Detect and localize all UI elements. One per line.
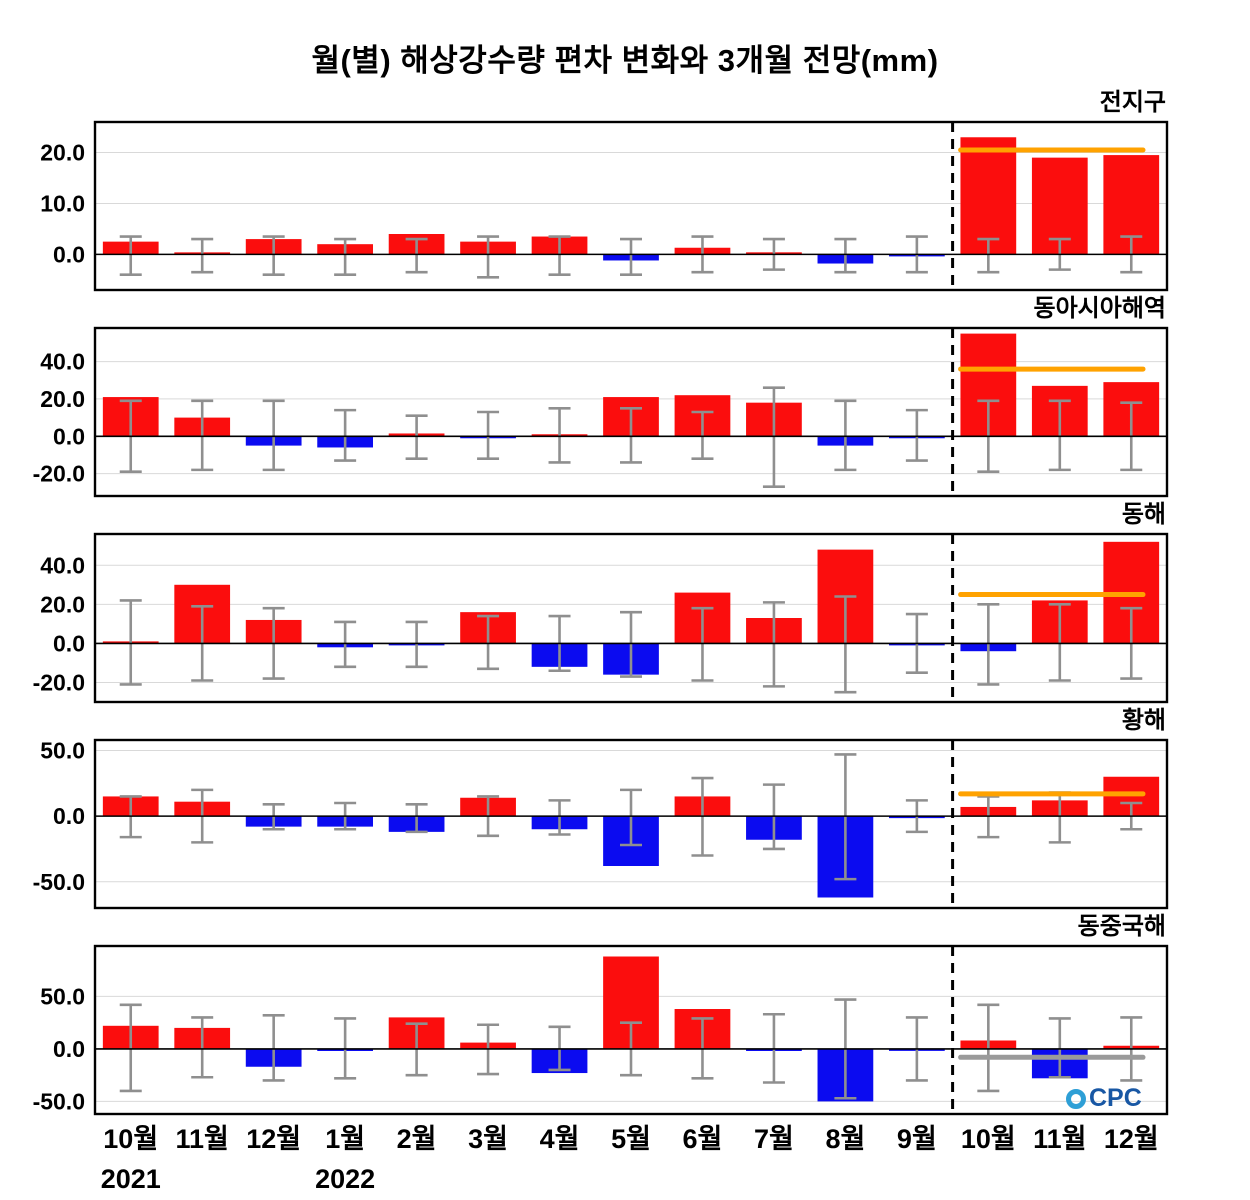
error-bar bbox=[762, 386, 785, 488]
error-bar bbox=[1048, 1017, 1071, 1079]
ocpc-logo-text: CPC bbox=[1089, 1084, 1142, 1112]
error-bar bbox=[262, 399, 285, 472]
panel-border bbox=[93, 120, 1169, 292]
y-tick-label: -20.0 bbox=[33, 669, 85, 695]
x-tick-label: 11월 bbox=[1033, 1124, 1086, 1154]
error-bar bbox=[405, 237, 428, 274]
x-tick-label: 8월 bbox=[825, 1124, 865, 1154]
panel-title-east-sea: 동해 bbox=[1121, 501, 1166, 528]
ocpc-logo-icon bbox=[1066, 1088, 1086, 1109]
error-bar bbox=[1048, 603, 1071, 682]
y-tick-label: 0.0 bbox=[53, 241, 85, 267]
panel-chart-east-asia-seas: -20.0 0.0 20.0 40.0 bbox=[33, 326, 1169, 498]
panel-title-east-asia-seas: 동아시아해역 bbox=[1033, 295, 1166, 322]
y-tick-label: 0.0 bbox=[53, 423, 85, 449]
error-bar bbox=[334, 237, 357, 277]
x-tick-label: 9월 bbox=[897, 1124, 937, 1154]
error-bar bbox=[477, 235, 500, 279]
y-tick-label: -50.0 bbox=[33, 1088, 85, 1114]
panel-chart-global: 0.0 10.0 20.0 bbox=[40, 120, 1169, 292]
error-bar bbox=[620, 237, 642, 277]
panel-title-global: 전지구 bbox=[1099, 89, 1166, 116]
chart-title: 월(별) 해상강수량 편차 변화와 3개월 전망(mm) bbox=[311, 43, 939, 78]
panel-chart-east-china-sea: -50.0 0.0 50.0 bbox=[33, 944, 1169, 1116]
year-label: 2022 bbox=[315, 1164, 375, 1194]
panel-chart-yellow-sea: -50.0 0.0 50.0 bbox=[33, 738, 1169, 910]
error-bar bbox=[977, 603, 1000, 686]
x-tick-label: 4월 bbox=[540, 1124, 580, 1154]
error-bar bbox=[119, 235, 142, 277]
x-tick-label: 3월 bbox=[468, 1124, 508, 1154]
error-bar bbox=[691, 410, 714, 460]
bar bbox=[960, 137, 1017, 255]
y-tick-label: 20.0 bbox=[40, 386, 85, 412]
error-bar bbox=[548, 799, 571, 836]
error-bar bbox=[834, 595, 857, 694]
x-tick-label: 5월 bbox=[611, 1124, 651, 1154]
y-tick-label: 0.0 bbox=[53, 630, 85, 656]
x-tick-label: 7월 bbox=[754, 1124, 794, 1154]
y-tick-label: 0.0 bbox=[53, 1036, 85, 1062]
error-bar bbox=[405, 803, 428, 834]
panel-border bbox=[93, 944, 1169, 1116]
error-bar bbox=[334, 620, 357, 669]
x-tick-label: 1월 bbox=[325, 1124, 365, 1154]
panel-border bbox=[93, 738, 1169, 910]
error-bar bbox=[119, 1003, 142, 1093]
error-bar bbox=[691, 606, 714, 682]
y-tick-label: 50.0 bbox=[40, 738, 85, 764]
error-bar bbox=[262, 1014, 285, 1082]
error-bar bbox=[548, 235, 571, 277]
x-tick-label: 12월 bbox=[246, 1124, 301, 1154]
error-bar bbox=[905, 408, 928, 462]
panel-title-yellow-sea: 황해 bbox=[1121, 707, 1166, 734]
panel-chart-east-sea: -20.0 0.0 20.0 40.0 bbox=[33, 532, 1169, 704]
y-tick-label: 20.0 bbox=[40, 140, 85, 166]
error-bar bbox=[262, 235, 285, 277]
y-tick-label: 0.0 bbox=[53, 803, 85, 829]
x-tick-label: 2월 bbox=[397, 1124, 437, 1154]
error-bar bbox=[762, 601, 785, 688]
error-bar bbox=[477, 410, 500, 460]
error-bar bbox=[834, 399, 857, 472]
y-tick-label: -20.0 bbox=[33, 461, 85, 487]
x-tick-label: 10월 bbox=[103, 1124, 158, 1154]
x-tick-label: 12월 bbox=[1104, 1124, 1159, 1154]
panel-border bbox=[93, 532, 1169, 704]
y-tick-label: -50.0 bbox=[33, 869, 85, 895]
x-tick-label: 6월 bbox=[683, 1124, 723, 1154]
y-tick-label: 10.0 bbox=[40, 190, 85, 216]
error-bar bbox=[1048, 791, 1071, 844]
panel-border bbox=[93, 326, 1169, 498]
error-bar bbox=[405, 414, 428, 460]
y-tick-label: 40.0 bbox=[40, 552, 85, 578]
error-bar bbox=[977, 237, 1000, 274]
y-tick-label: 40.0 bbox=[40, 349, 85, 375]
error-bar bbox=[119, 599, 142, 686]
year-label: 2021 bbox=[101, 1164, 161, 1194]
error-bar bbox=[191, 237, 214, 274]
error-bar bbox=[405, 620, 428, 669]
y-tick-label: 20.0 bbox=[40, 591, 85, 617]
x-tick-label: 11월 bbox=[176, 1124, 229, 1154]
error-bar bbox=[191, 1016, 214, 1079]
error-bar bbox=[977, 1003, 1000, 1093]
error-bar bbox=[620, 610, 642, 678]
error-bar bbox=[1048, 399, 1071, 472]
error-bar bbox=[334, 408, 357, 462]
error-bar bbox=[620, 406, 642, 464]
panel-title-east-china-sea: 동중국해 bbox=[1077, 913, 1166, 940]
x-tick-label: 10월 bbox=[961, 1124, 1016, 1154]
error-bar bbox=[548, 406, 571, 464]
error-bar bbox=[834, 237, 857, 274]
y-tick-label: 50.0 bbox=[40, 983, 85, 1009]
error-bar bbox=[191, 399, 214, 472]
x-axis: 10월 11월 12월 1월 2월 3월 4월 5월 6월 7월 8월 9월 10월 11월 12월 2021… bbox=[101, 1124, 1159, 1194]
ocpc-logo: CPC bbox=[1066, 1084, 1142, 1113]
error-bar bbox=[477, 614, 500, 671]
error-bar bbox=[620, 788, 642, 847]
